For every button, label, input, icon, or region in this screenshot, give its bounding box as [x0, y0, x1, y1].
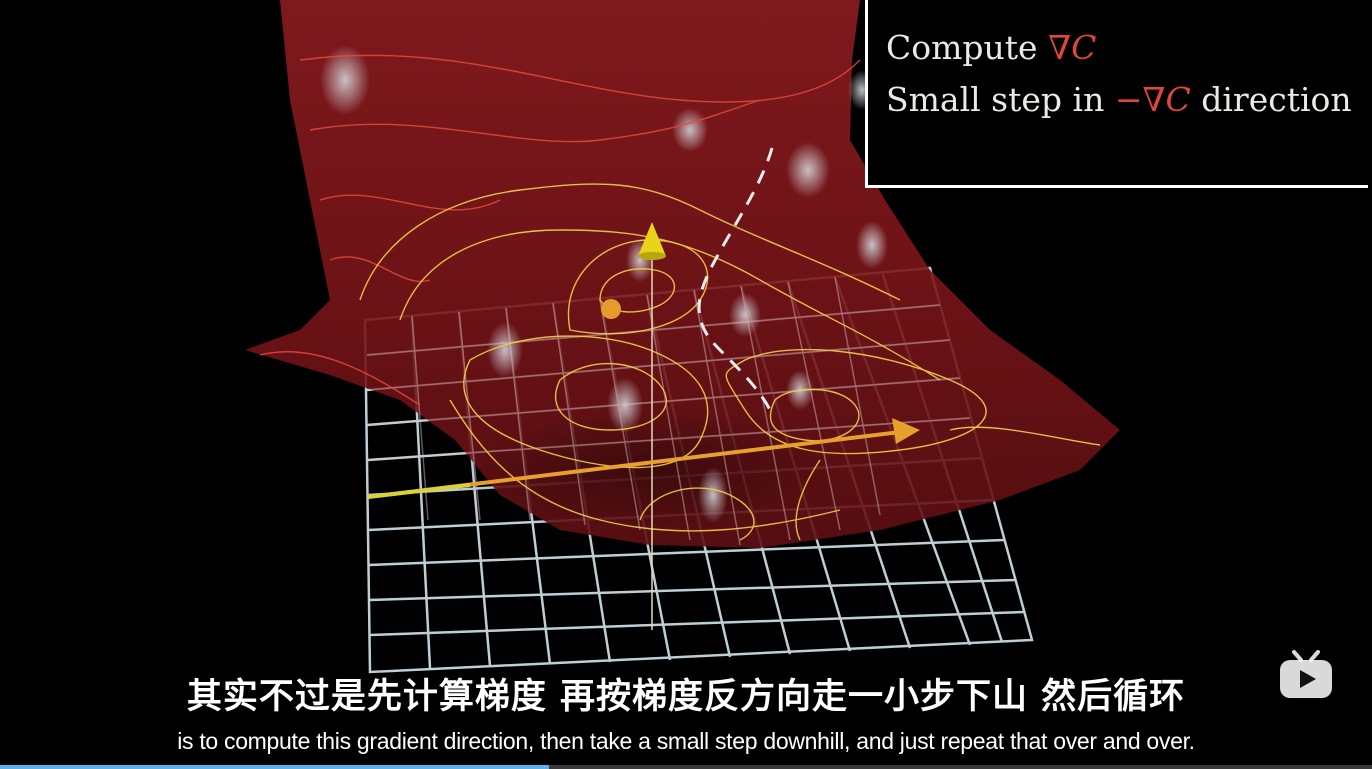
contour-lines	[259, 54, 1101, 541]
descent-path	[697, 147, 774, 411]
direction-text: direction	[1190, 80, 1352, 119]
bilibili-tv-icon[interactable]	[1278, 648, 1334, 700]
small-step-text: Small step in	[886, 80, 1115, 119]
gradient-arrow-head	[892, 418, 920, 444]
compute-text: Compute	[886, 28, 1049, 67]
video-progress-bar[interactable]	[0, 765, 1372, 769]
current-point-marker	[601, 299, 621, 319]
algorithm-step-compute: Compute ∇C	[886, 22, 1368, 74]
algorithm-box: Compute ∇C Small step in −∇C direction	[865, 0, 1368, 188]
negative-gradient-symbol: −∇C	[1114, 80, 1191, 119]
cost-surface	[245, 0, 1120, 548]
surface-grid	[366, 276, 971, 546]
english-subtitle: is to compute this gradient direction, t…	[177, 728, 1195, 754]
video-progress-fill	[0, 765, 549, 769]
up-arrow-head	[638, 222, 666, 256]
gradient-symbol: ∇C	[1048, 28, 1097, 67]
algorithm-step-small-step: Small step in −∇C direction	[886, 74, 1368, 126]
chinese-subtitle: 其实不过是先计算梯度 再按梯度反方向走一小步下山 然后循环	[186, 677, 1186, 717]
